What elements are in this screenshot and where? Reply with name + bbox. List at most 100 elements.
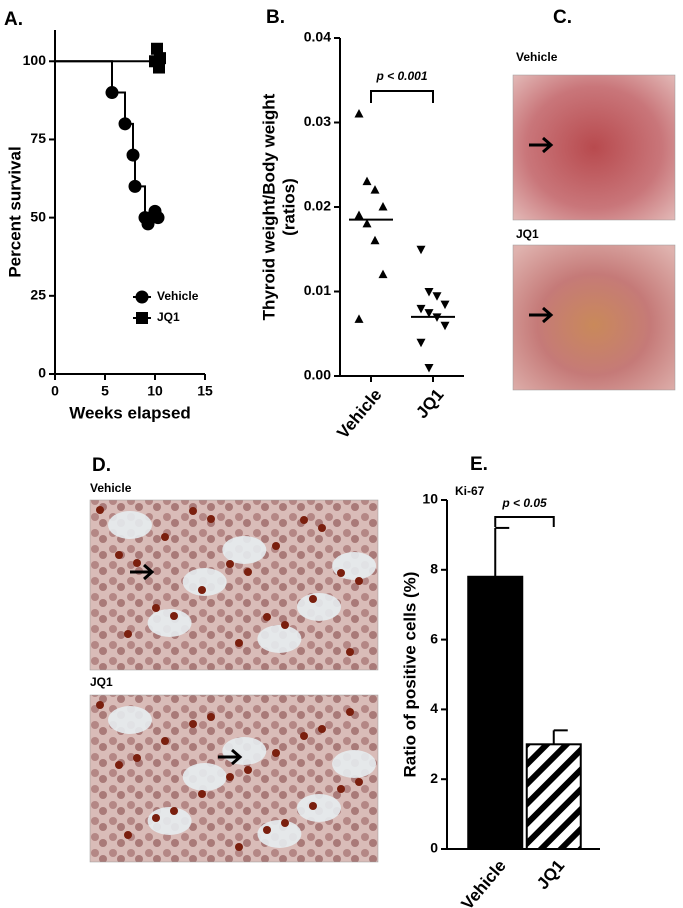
marker xyxy=(424,364,434,373)
marker xyxy=(151,211,165,225)
marker xyxy=(118,117,132,131)
marker xyxy=(354,210,364,219)
stained-nucleus xyxy=(170,612,178,620)
marker xyxy=(378,269,388,279)
marker xyxy=(128,179,142,193)
y-tick-label: 0 xyxy=(430,840,438,856)
arrow xyxy=(529,306,554,324)
legend-marker xyxy=(136,312,148,324)
stained-nucleus xyxy=(124,630,132,638)
lumen xyxy=(257,820,302,848)
marker xyxy=(424,309,434,318)
marker xyxy=(151,42,163,55)
x-tick-label: Vehicle xyxy=(333,385,385,442)
lumen xyxy=(108,706,152,734)
marker xyxy=(153,61,165,74)
lumen xyxy=(108,511,152,539)
stained-nucleus xyxy=(281,621,289,629)
lumen xyxy=(257,625,302,653)
panel-letter: C. xyxy=(553,7,572,28)
x-tick-label: JQ1 xyxy=(412,385,447,422)
stained-nucleus xyxy=(300,516,308,524)
y-tick-label: 0.02 xyxy=(304,198,331,214)
panel-letter: E. xyxy=(470,454,488,475)
legend-label: Vehicle xyxy=(157,289,199,303)
stained-nucleus xyxy=(337,569,345,577)
lumen xyxy=(297,593,341,621)
y-tick-label: 8 xyxy=(430,561,438,577)
stained-nucleus xyxy=(355,778,363,786)
y-tick-label: 0.01 xyxy=(304,282,331,298)
image-label: Vehicle xyxy=(516,50,558,64)
stained-nucleus xyxy=(309,802,317,810)
marker xyxy=(432,292,442,301)
stained-nucleus xyxy=(161,737,169,745)
stained-nucleus xyxy=(115,761,123,769)
marker xyxy=(416,338,426,348)
image xyxy=(512,244,676,391)
stained-nucleus xyxy=(346,648,354,656)
y-tick-label: 6 xyxy=(430,630,438,646)
x-tick-label: 0 xyxy=(51,383,59,399)
stained-nucleus xyxy=(189,720,197,728)
image-label: JQ1 xyxy=(90,675,113,689)
y-tick-label: 25 xyxy=(30,287,46,303)
marker xyxy=(154,52,166,65)
stained-nucleus xyxy=(300,732,308,740)
x-tick-label: Vehicle xyxy=(458,856,510,908)
stained-nucleus xyxy=(207,713,215,721)
stained-nucleus xyxy=(198,586,206,594)
survival-line xyxy=(55,60,159,225)
marker xyxy=(354,314,364,323)
stained-nucleus xyxy=(133,754,141,762)
y-tick-label: 0.00 xyxy=(304,367,331,383)
y-tick-label: 4 xyxy=(430,700,438,716)
marker xyxy=(354,109,364,118)
marker xyxy=(362,218,372,228)
bar xyxy=(525,743,582,850)
stained-nucleus xyxy=(346,708,354,716)
y-axis-label: (ratios) xyxy=(279,178,298,236)
stained-nucleus xyxy=(309,595,317,603)
stained-nucleus xyxy=(124,831,132,839)
marker xyxy=(440,321,450,331)
stained-nucleus xyxy=(244,766,252,774)
bar xyxy=(467,575,524,851)
stained-nucleus xyxy=(96,701,104,709)
stained-nucleus xyxy=(263,613,271,621)
lumen xyxy=(222,536,267,564)
stained-nucleus xyxy=(318,725,326,733)
panel-letter: D. xyxy=(92,455,111,476)
marker xyxy=(126,148,140,162)
stained-nucleus xyxy=(235,639,243,647)
stained-nucleus xyxy=(226,773,234,781)
y-axis-label: Ratio of positive cells (%) xyxy=(400,572,419,778)
y-tick-label: 2 xyxy=(430,770,438,786)
survival-line xyxy=(55,47,161,69)
x-tick-label: 5 xyxy=(101,383,109,399)
image xyxy=(512,74,676,221)
significance-bracket xyxy=(494,516,555,527)
panel-letter: A. xyxy=(4,9,23,30)
x-tick-label: 10 xyxy=(147,383,163,399)
y-tick-label: 10 xyxy=(422,491,438,507)
marker xyxy=(362,176,372,186)
annotation: p < 0.05 xyxy=(501,496,547,510)
stained-nucleus xyxy=(355,577,363,585)
marker xyxy=(416,304,426,314)
y-axis-label: Percent survival xyxy=(5,146,24,277)
stained-nucleus xyxy=(152,604,160,612)
lumen xyxy=(147,609,192,637)
stained-nucleus xyxy=(189,507,197,515)
lumen xyxy=(332,750,377,778)
arrow xyxy=(130,563,155,581)
marker xyxy=(370,235,380,245)
stained-nucleus xyxy=(133,559,141,567)
stained-nucleus xyxy=(244,568,252,576)
lumen xyxy=(297,794,341,822)
stained-nucleus xyxy=(207,515,215,523)
lumen xyxy=(182,568,227,596)
marker xyxy=(416,245,426,255)
stained-nucleus xyxy=(235,843,243,851)
